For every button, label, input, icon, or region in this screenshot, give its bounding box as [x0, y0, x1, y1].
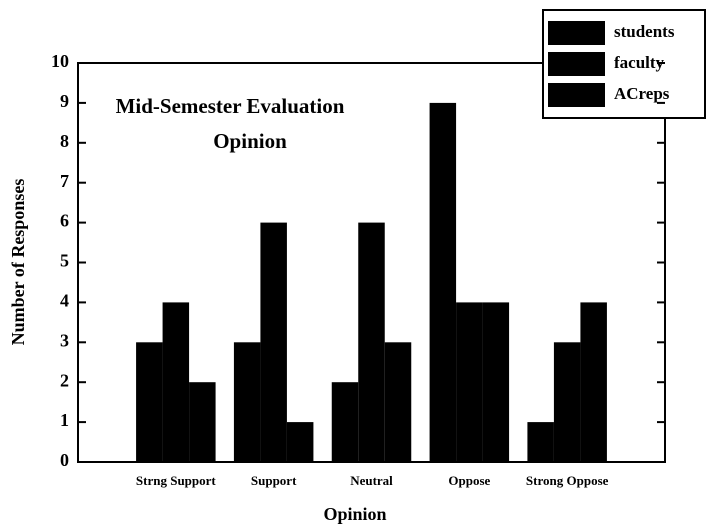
bar	[189, 382, 216, 462]
bar	[527, 422, 554, 462]
chart-title: Mid-Semester Evaluation	[116, 94, 345, 118]
y-tick-label: 6	[60, 211, 69, 231]
bar	[358, 222, 385, 462]
legend-swatch	[548, 21, 605, 45]
bar	[429, 102, 457, 463]
y-tick-label: 3	[60, 330, 69, 350]
y-tick-label: 2	[60, 370, 69, 390]
y-tick-label: 4	[60, 291, 69, 311]
bar	[136, 342, 163, 462]
y-tick-label: 7	[60, 171, 69, 191]
y-tick-label: 8	[60, 131, 69, 151]
bar	[456, 302, 483, 462]
bar	[384, 342, 412, 462]
legend-swatch	[548, 52, 605, 76]
bar	[553, 342, 581, 462]
chart-title: Opinion	[213, 129, 287, 153]
y-tick-label: 10	[51, 51, 69, 71]
bar	[260, 222, 287, 462]
bar	[162, 302, 190, 462]
y-tick-label: 9	[60, 91, 69, 111]
x-tick-label: Support	[251, 473, 297, 488]
legend-label: ACreps	[614, 84, 670, 103]
bar	[286, 422, 314, 462]
x-tick-label: Oppose	[448, 473, 490, 488]
legend-label: students	[614, 22, 675, 41]
legend-swatch	[548, 83, 605, 107]
x-tick-label: Strong Oppose	[526, 473, 609, 488]
y-tick-label: 0	[60, 450, 69, 470]
x-tick-label: Neutral	[350, 473, 393, 488]
bar	[580, 302, 607, 462]
bar	[331, 382, 359, 462]
bar	[233, 342, 261, 462]
y-axis-label: Number of Responses	[8, 179, 28, 346]
x-tick-label: Strng Support	[136, 473, 216, 488]
y-tick-label: 5	[60, 251, 69, 271]
y-tick-label: 1	[60, 410, 69, 430]
legend-label: faculty	[614, 53, 665, 72]
x-axis-label: Opinion	[323, 504, 386, 524]
bar	[482, 302, 510, 462]
